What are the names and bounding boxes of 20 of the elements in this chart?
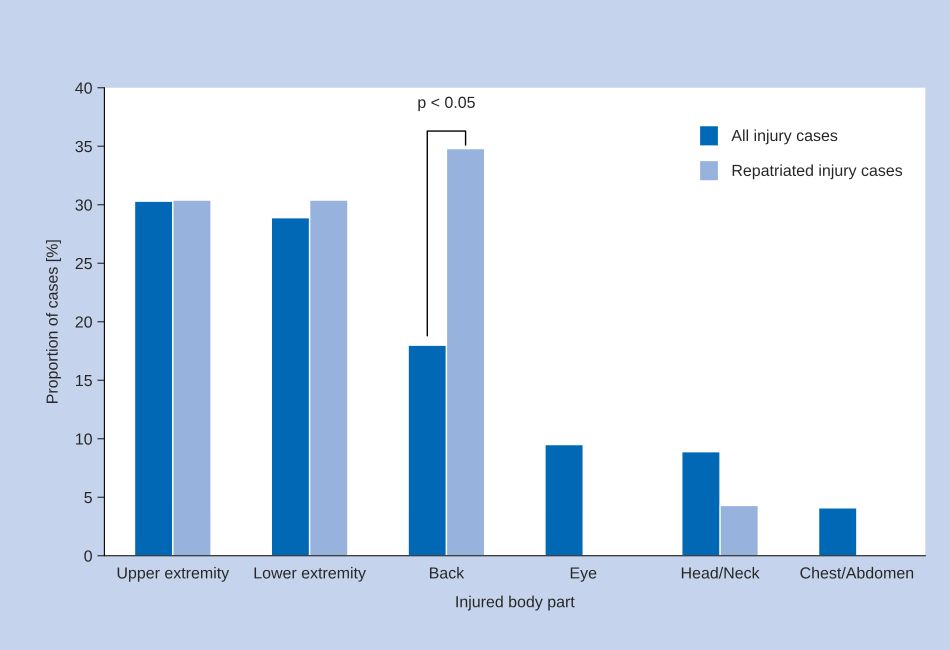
y-tick-label: 5 [84,492,92,504]
annotation: p < 0.05 [418,96,475,112]
y-tick-label: 20 [76,316,92,328]
y-tick-label: 25 [76,258,92,270]
x-tick-label: Chest/Abdomen [800,566,914,579]
x-axis-title: Injured body part [456,596,575,611]
y-tick-label: 10 [76,433,92,445]
y-tick-label: 35 [75,140,92,152]
legend-label: Repatriated injury cases [732,164,902,180]
x-tick-label: Lower extremity [254,566,366,582]
x-tick-label: Head/Neck [682,566,760,579]
y-tick-label: 40 [75,82,92,94]
x-tick-label: Upper extremity [118,566,230,582]
y-tick-label: 0 [84,550,92,562]
y-tick-label: 30 [75,199,92,211]
y-tick-label: 15 [76,375,92,386]
x-tick-label: Back [430,566,464,579]
y-axis-title: Proportion of cases [%] [46,240,61,403]
legend-label: All injury cases [731,129,838,144]
x-tick-label: Eye [570,567,596,582]
